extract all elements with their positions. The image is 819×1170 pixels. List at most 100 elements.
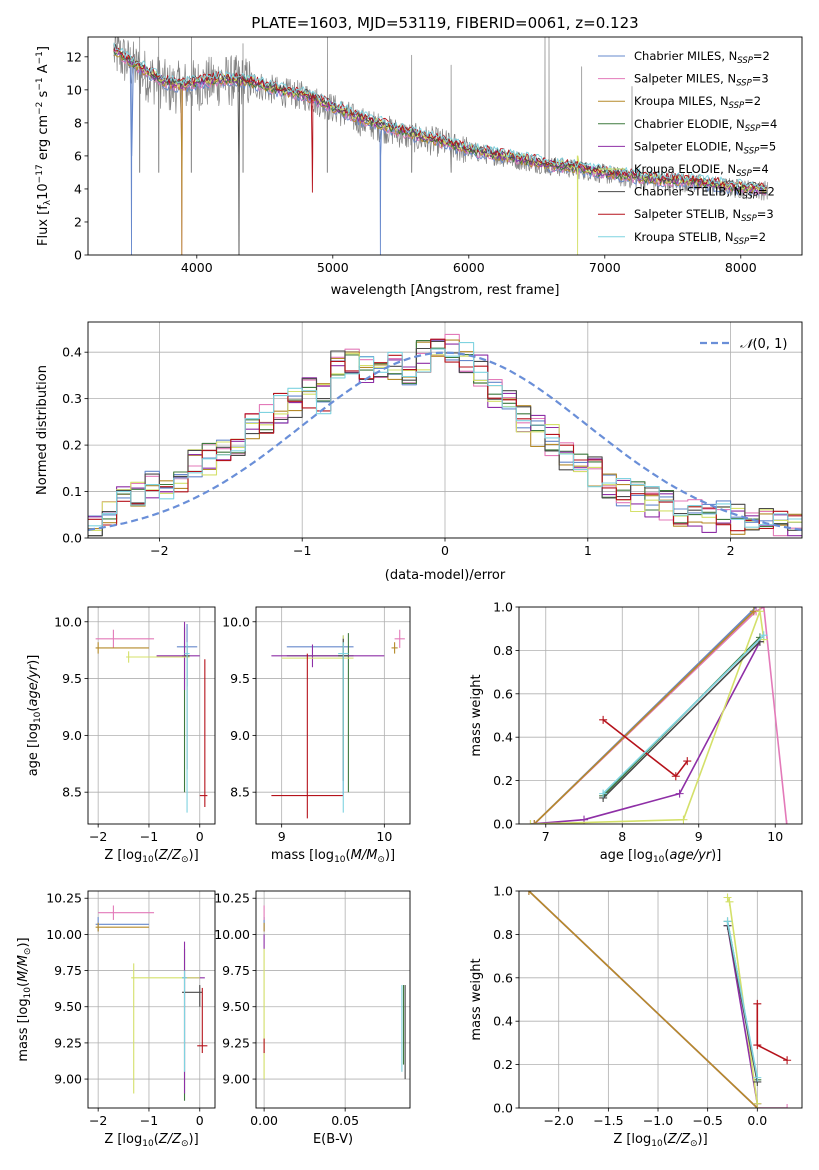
label-part: (: [26, 707, 41, 712]
label-part: SSP: [745, 124, 761, 134]
label-part: Salpeter STELIB, N: [634, 207, 741, 221]
label-part: Salpeter ELODIE, N: [634, 139, 744, 153]
label-part: age [log: [26, 723, 41, 776]
label-part: =2: [749, 230, 766, 244]
axes-age-vs-z: −2 −1 08.59.09.510.0Z [log10(Z/Z⊙)]age [lo…: [26, 606, 216, 865]
label-part: (: [154, 848, 159, 863]
label-part: Z [log: [104, 1132, 142, 1147]
axes-spectrum: 4000 5000 6000 7000 8000 0 2 4 6 8 10 12 PLATE=1603,…: [35, 14, 803, 298]
point-marker: [530, 820, 539, 824]
y-tick-label: 0.8: [493, 643, 513, 658]
label-part: SSP: [729, 101, 745, 111]
label-part: /: [676, 1132, 683, 1147]
label-part: ⊙: [377, 855, 385, 865]
point-marker: [753, 1041, 762, 1050]
label-part: /: [361, 848, 368, 863]
label-part: )]: [26, 655, 41, 665]
label-part: Flux [f: [36, 205, 51, 246]
label-part: yr: [26, 663, 41, 679]
point-marker: [723, 893, 732, 902]
label-part: /: [167, 1132, 174, 1147]
x-tick-label: 0: [196, 829, 204, 844]
label-part: Z: [680, 1132, 691, 1147]
label-part: 10: [23, 987, 33, 999]
x-tick-label: 7: [542, 829, 550, 844]
weight-line-6: [726, 925, 759, 1083]
legend-label: Kroupa MILES, NSSP=2: [634, 94, 761, 111]
label-part: (: [154, 1132, 159, 1147]
label-part: =4: [752, 162, 769, 176]
y-tick-label: 10.25: [214, 891, 250, 906]
x-axis-label: wavelength [Angstrom, rest frame]: [331, 283, 560, 298]
weight-line-2: [528, 891, 758, 1108]
point-marker: [782, 820, 791, 824]
y-tick-label: 0.0: [62, 531, 82, 546]
label-part: −1: [35, 77, 45, 90]
y-tick-label: 10.0: [222, 614, 250, 629]
weight-line-7: [756, 1003, 788, 1062]
y-tick-label: 0.2: [62, 438, 82, 453]
x-tick-label: 2: [727, 543, 735, 558]
x-tick-label: 10: [376, 829, 392, 844]
label-part: /: [16, 965, 31, 972]
x-tick-label: −2: [150, 543, 168, 558]
plot-area-age-vs-mass: [256, 607, 410, 824]
axes-mass-weight-vs-z: −2.0 −1.5 −1.0 −0.5 0.0 0.0 0.2 0.4 0.6 0.8 1.0 Z […: [469, 884, 803, 1149]
x-tick-label: −1: [293, 543, 311, 558]
point-marker: [753, 1099, 762, 1108]
y-tick-label: 6: [74, 148, 82, 163]
label-part: =5: [759, 139, 776, 153]
axes-frame: [87, 36, 803, 256]
y-tick-label: 9.50: [54, 999, 82, 1014]
label-part: SSP: [742, 192, 758, 202]
y-tick-label: 10.25: [46, 891, 82, 906]
label-part: 10: [651, 1139, 663, 1149]
point-marker: [599, 789, 608, 798]
y-tick-label: 0.4: [493, 730, 513, 745]
label-part: 10: [334, 855, 346, 865]
y-tick-label: 9.75: [222, 963, 250, 978]
point-marker: [753, 999, 762, 1008]
legend-label: Chabrier MILES, NSSP=2: [634, 49, 770, 66]
point-marker: [526, 820, 535, 824]
axes-frame: [87, 321, 803, 539]
label-part: Kroupa STELIB, N: [634, 230, 734, 244]
label-part: (: [663, 1132, 668, 1147]
point-marker: [671, 772, 680, 781]
x-tick-label: 5000: [317, 260, 349, 275]
x-tick-label: 9: [278, 829, 286, 844]
label-part: =2: [753, 49, 770, 63]
x-axis-label: Z [log10(Z/Z⊙)]: [613, 1132, 707, 1149]
point-marker: [753, 1073, 762, 1082]
x-tick-label: −1.0: [643, 1113, 673, 1128]
label-part: 10: [33, 711, 43, 723]
y-axis-label: mass weight: [469, 958, 484, 1040]
x-axis-label: (data-model)/error: [385, 568, 506, 583]
label-part: M: [366, 848, 377, 863]
label-part: mass [log: [16, 998, 31, 1061]
axes-frame: [87, 606, 216, 825]
label-part: 10: [36, 183, 51, 200]
label-part: (0, 1): [752, 337, 787, 352]
x-tick-label: 8000: [725, 260, 757, 275]
model-spectrum-8: [113, 42, 767, 189]
label-part: erg cm: [36, 115, 51, 164]
legend: 𝒩(0, 1): [700, 337, 787, 352]
label-part: ]: [36, 46, 51, 51]
y-tick-label: 9.25: [222, 1035, 250, 1050]
point-marker: [759, 607, 768, 611]
model-spectrum-6: [113, 44, 767, 255]
y-tick-label: 10: [66, 82, 82, 97]
legend-label: Chabrier STELIB, NSSP=2: [634, 185, 775, 202]
y-tick-label: 12: [66, 49, 82, 64]
y-tick-label: 0.8: [493, 927, 513, 942]
y-tick-label: 8: [74, 115, 82, 130]
x-tick-label: 0: [441, 543, 449, 558]
point-marker: [599, 715, 608, 724]
point-marker: [683, 757, 692, 766]
y-axis-label: Flux [fλ10−17 erg cm−2 s−1 A−1]: [35, 46, 53, 246]
label-part: =3: [752, 72, 769, 86]
label-part: A: [36, 64, 51, 77]
weight-line-4: [530, 641, 761, 824]
